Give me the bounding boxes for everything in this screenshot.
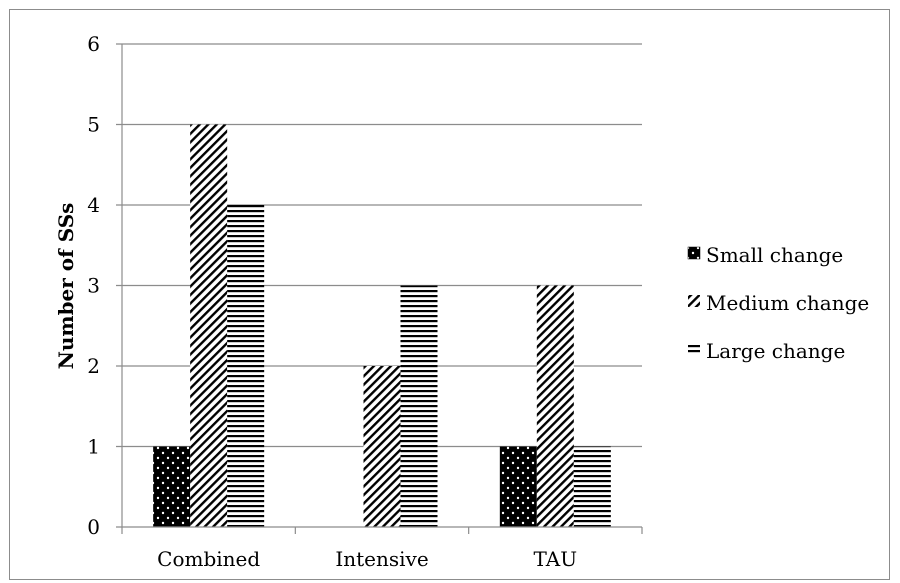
bar-horizontal (400, 285, 438, 527)
bar-diagonal (190, 124, 228, 527)
x-tick-label: Intensive (335, 547, 428, 571)
x-tick-label: TAU (534, 547, 578, 571)
y-tick-label: 5 (87, 113, 100, 137)
bars (153, 124, 611, 527)
y-tick-label: 4 (87, 193, 100, 217)
bar-horizontal (573, 446, 611, 527)
legend-swatch-horizontal (688, 343, 700, 355)
bar-horizontal (227, 205, 265, 527)
bar-diagonal (536, 285, 574, 527)
legend-label: Medium change (706, 291, 869, 315)
y-axis-title: Number of SSs (54, 203, 78, 370)
x-tick-label: Combined (157, 547, 260, 571)
legend-label: Large change (706, 339, 845, 363)
y-tick-label: 1 (87, 435, 100, 459)
legend-label: Small change (706, 243, 843, 267)
y-tick-label: 6 (87, 32, 100, 56)
bar-diagonal (363, 366, 401, 527)
y-tick-label: 3 (87, 274, 100, 298)
bar-dots (499, 446, 537, 527)
bar-dots (153, 446, 191, 527)
axes: 0 1 2 3 4 5 6 Combined Intensive TAU (87, 32, 643, 571)
y-tick-label: 2 (87, 354, 100, 378)
legend: Small change Medium change Large change (687, 243, 869, 363)
legend-swatch-dots (687, 246, 701, 260)
legend-swatch-diagonal (688, 295, 700, 307)
y-tick-label: 0 (87, 515, 100, 539)
